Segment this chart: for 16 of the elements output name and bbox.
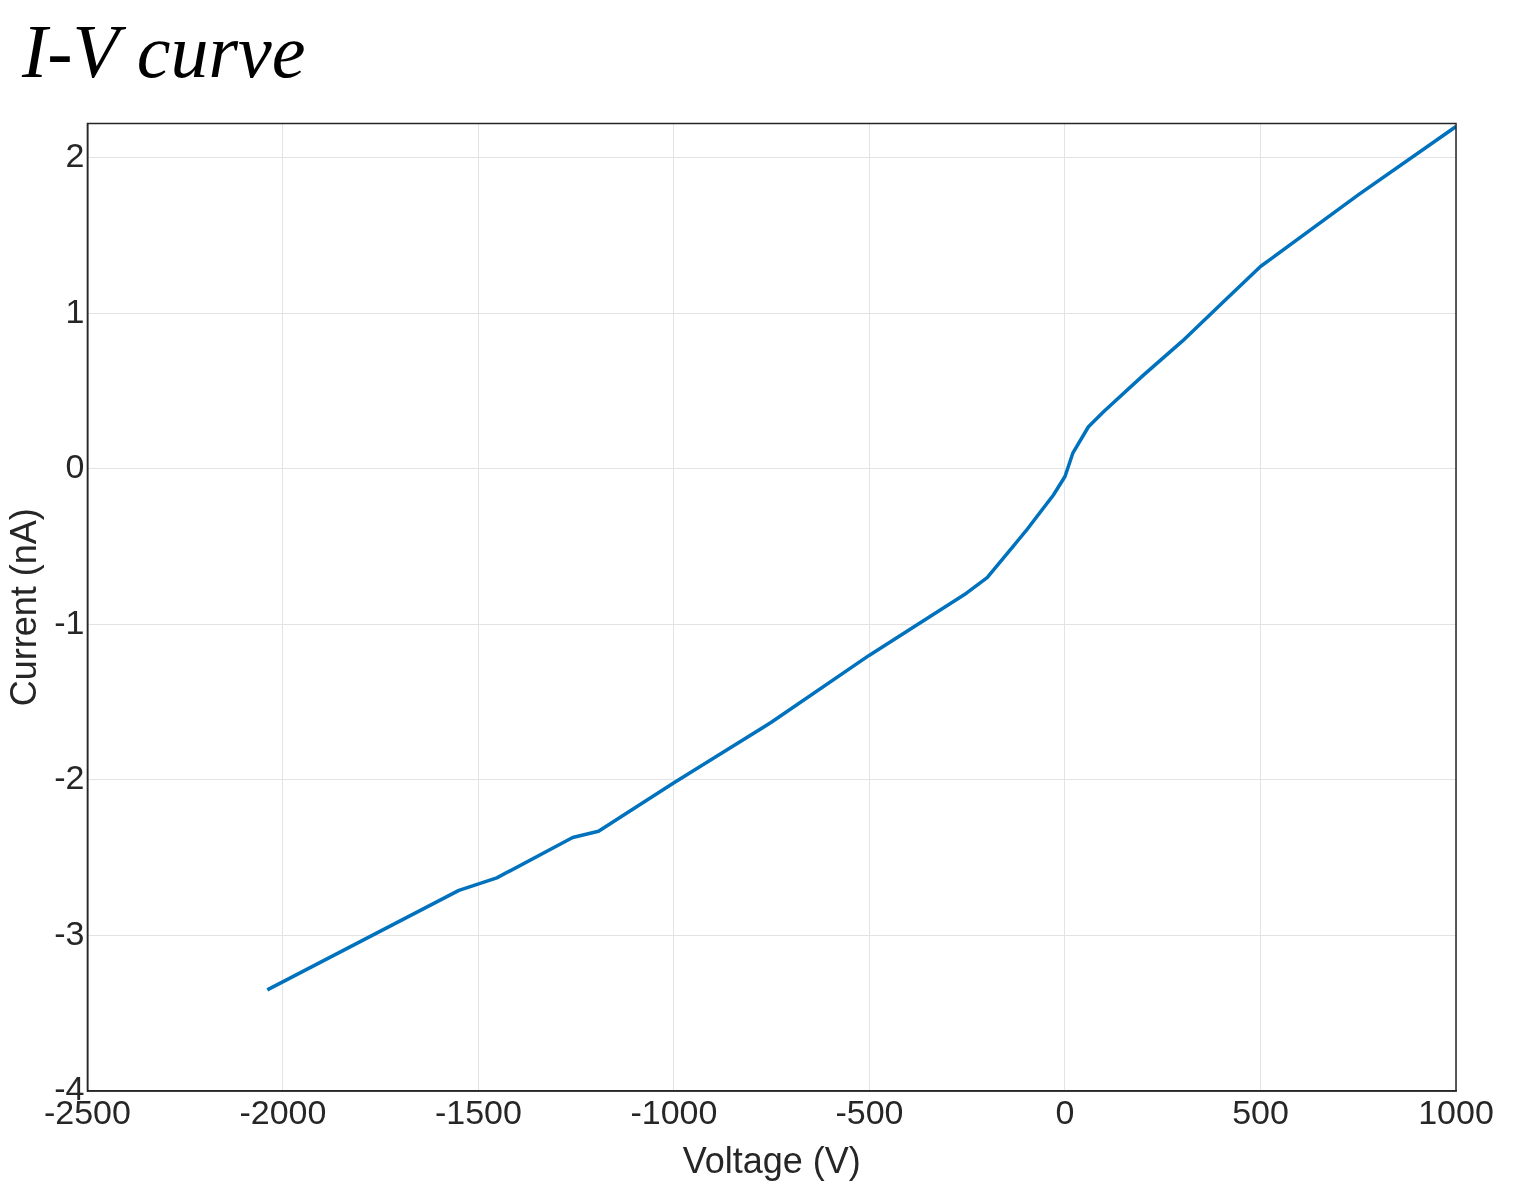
- y-tick-label: 0: [65, 447, 85, 486]
- x-tick-label: 0: [1055, 1092, 1075, 1131]
- x-tick-label: -1500: [434, 1092, 522, 1131]
- x-tick-label: -2000: [239, 1092, 327, 1131]
- y-tick-label: -3: [54, 913, 85, 952]
- x-tick-label: -1000: [630, 1092, 718, 1131]
- y-tick-label: -2: [54, 758, 85, 797]
- x-tick-label: 1000: [1418, 1092, 1494, 1131]
- x-tick-label: -500: [835, 1092, 904, 1131]
- chart-title: I-V curve: [22, 8, 306, 95]
- x-axis-title: Voltage (V): [682, 1140, 861, 1182]
- y-tick-label: -1: [54, 602, 85, 641]
- y-tick-label: 2: [65, 136, 85, 174]
- y-tick-label: 1: [65, 291, 85, 330]
- y-axis-title: Current (nA): [2, 508, 44, 707]
- x-tick-label: 500: [1232, 1092, 1289, 1131]
